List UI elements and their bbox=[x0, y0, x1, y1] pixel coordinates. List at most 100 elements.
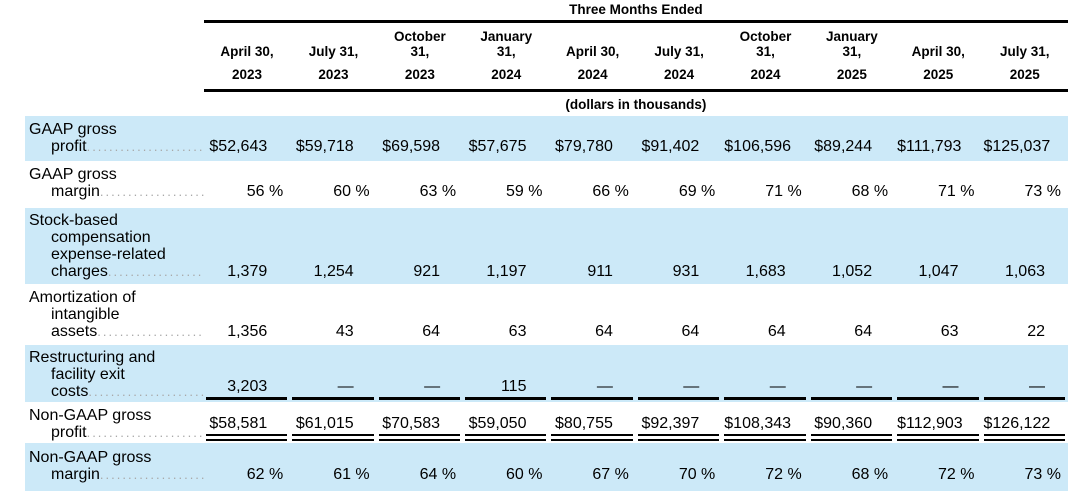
column-header-jan31-2024: January 31, 2024 bbox=[463, 21, 550, 92]
row-label: GAAP gross margin bbox=[29, 166, 117, 200]
cell-value: $69,598 bbox=[382, 138, 441, 155]
column-header-jan31-2025: January 31, 2025 bbox=[808, 21, 896, 92]
cell: — bbox=[808, 345, 896, 402]
cell: $57,675 bbox=[463, 116, 550, 161]
cell: $106,596 bbox=[722, 116, 809, 161]
cell-value: 71 % bbox=[938, 183, 975, 200]
cell-value: 59 % bbox=[506, 183, 543, 200]
cell-value: 61 % bbox=[333, 466, 370, 483]
cell: 71 % bbox=[722, 161, 808, 208]
row-label-cell: GAAP gross margin bbox=[25, 161, 204, 208]
cell-value: $125,037 bbox=[983, 138, 1051, 155]
cell-value: $111,793 bbox=[897, 138, 962, 155]
column-year: 2025 bbox=[923, 67, 954, 82]
cell: 1,197 bbox=[463, 208, 550, 284]
cell: 1,683 bbox=[722, 208, 809, 284]
cell-value: — bbox=[724, 378, 806, 400]
column-date: April 30, bbox=[220, 44, 274, 59]
cell-value: $106,596 bbox=[724, 138, 792, 155]
cell: 1,052 bbox=[808, 208, 896, 284]
cell-value: $59,718 bbox=[295, 138, 354, 155]
cell-value: 63 bbox=[940, 323, 959, 340]
row-label-cell: Non-GAAP gross margin bbox=[25, 443, 204, 491]
cell-value: 921 bbox=[413, 263, 441, 280]
column-header-apr30-2023: April 30, 2023 bbox=[203, 21, 291, 92]
cell: 68 % bbox=[808, 443, 896, 491]
cell-value: 22 bbox=[1027, 323, 1045, 340]
cell: — bbox=[290, 345, 377, 402]
header-units-row: (dollars in thousands) bbox=[25, 91, 1068, 117]
cell: 43 bbox=[290, 284, 376, 345]
cell-value: 64 % bbox=[419, 466, 457, 483]
cell: — bbox=[549, 345, 636, 402]
column-date: July 31, bbox=[999, 44, 1050, 59]
cell-value: 56 % bbox=[246, 183, 284, 200]
cell: $111,793 bbox=[895, 116, 982, 161]
cell-value: 931 bbox=[672, 263, 700, 280]
cell: 1,379 bbox=[203, 208, 291, 284]
cell-value: 1,197 bbox=[486, 263, 527, 280]
cell-value: 72 % bbox=[938, 466, 975, 483]
cell: 1,047 bbox=[895, 208, 982, 284]
column-year: 2023 bbox=[232, 67, 263, 82]
cell: — bbox=[981, 345, 1068, 402]
column-date: October 31, bbox=[393, 29, 446, 59]
row-label-cell: Amortization of intangible assets bbox=[25, 284, 204, 345]
table-row-gaap-gross-margin: GAAP gross margin 56 % 60 % 63 % 59 % 66… bbox=[25, 161, 1068, 208]
row-label-cell: Non-GAAP gross profit bbox=[25, 402, 204, 443]
dotted-leader bbox=[87, 424, 204, 441]
row-label: GAAP gross profit bbox=[29, 121, 117, 155]
column-year: 2023 bbox=[318, 67, 349, 82]
non-gaap-gross-profit-table: Three Months Ended April 30, 2023 July 3… bbox=[25, 2, 1068, 491]
cell-value: — bbox=[983, 378, 1065, 400]
cell: $80,755 bbox=[549, 402, 635, 443]
cell: 64 bbox=[636, 284, 722, 345]
column-header-jul31-2023: July 31, 2023 bbox=[290, 21, 377, 92]
cell: $61,015 bbox=[290, 402, 376, 443]
cell: 22 bbox=[982, 284, 1069, 345]
cell-value: 68 % bbox=[851, 183, 889, 200]
column-date: July 31, bbox=[308, 44, 359, 59]
header-spacer bbox=[25, 2, 204, 22]
cell: $112,903 bbox=[895, 402, 981, 443]
column-header-jul31-2025: July 31, 2025 bbox=[981, 21, 1068, 92]
cell: 72 % bbox=[895, 443, 982, 491]
cell: 64 bbox=[809, 284, 895, 345]
cell: 931 bbox=[635, 208, 723, 284]
cell: 64 bbox=[722, 284, 808, 345]
cell-value: $108,343 bbox=[724, 415, 806, 441]
cell-value: — bbox=[378, 378, 461, 400]
cell-value: 1,356 bbox=[227, 323, 268, 340]
column-year: 2025 bbox=[836, 67, 867, 82]
cell-value: 68 % bbox=[851, 466, 889, 483]
cell-value: 115 bbox=[465, 378, 547, 400]
cell-value: 73 % bbox=[1024, 466, 1061, 483]
row-label-cell: Restructuring and facility exit costs bbox=[25, 345, 204, 402]
column-year: 2024 bbox=[491, 67, 522, 82]
row-label: Amortization of intangible assets bbox=[29, 289, 136, 340]
column-header-oct31-2024: October 31, 2024 bbox=[722, 21, 809, 92]
row-label: Stock-based compensation expense-related… bbox=[29, 212, 166, 280]
cell-value: — bbox=[810, 378, 893, 400]
cell: 64 bbox=[377, 284, 463, 345]
cell: $69,598 bbox=[376, 116, 464, 161]
cell-value: $89,244 bbox=[814, 138, 873, 155]
row-label-cell: GAAP gross profit bbox=[25, 116, 204, 161]
cell: $92,397 bbox=[636, 402, 722, 443]
dotted-leader bbox=[97, 323, 204, 340]
cell-value: 43 bbox=[335, 323, 354, 340]
row-label-cell: Stock-based compensation expense-related… bbox=[25, 208, 204, 284]
table-row-amortization-intangibles: Amortization of intangible assets 1,356 … bbox=[25, 284, 1068, 345]
cell-value: $126,122 bbox=[983, 415, 1065, 441]
cell-value: 1,683 bbox=[745, 263, 786, 280]
cell-value: $79,780 bbox=[555, 138, 613, 155]
cell-value: 64 bbox=[595, 323, 613, 340]
cell-value: $91,402 bbox=[641, 138, 700, 155]
cell: 70 % bbox=[635, 443, 723, 491]
cell-value: 67 % bbox=[592, 466, 629, 483]
cell: $52,643 bbox=[203, 116, 291, 161]
header-spacer bbox=[25, 91, 204, 117]
table-row-non-gaap-gross-profit: Non-GAAP gross profit $58,581 $61,015 $7… bbox=[25, 402, 1068, 443]
cell-value: 73 % bbox=[1024, 183, 1061, 200]
cell: $108,343 bbox=[722, 402, 808, 443]
